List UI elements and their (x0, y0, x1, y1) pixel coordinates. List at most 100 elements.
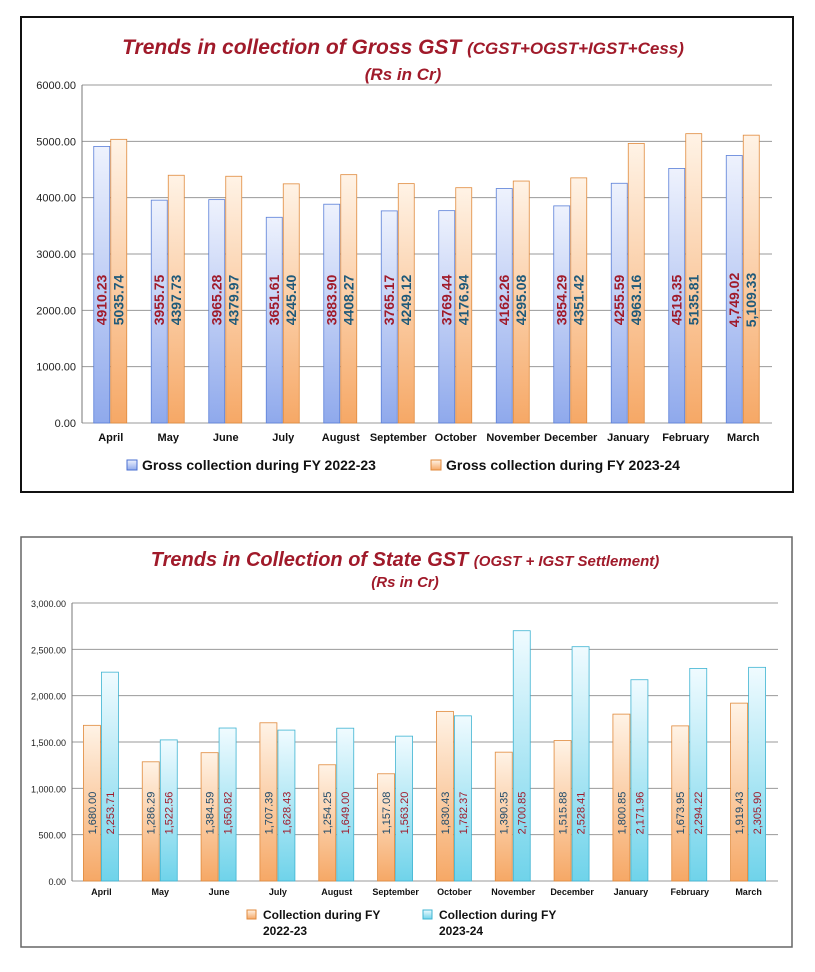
bar-series1 (83, 724, 101, 882)
y-tick-label: 2,000.00 (31, 692, 66, 702)
bar-series2 (110, 138, 128, 424)
data-label: 4162.26 (496, 274, 512, 325)
data-label: 1,254.25 (322, 792, 334, 835)
x-tick-label: July (269, 887, 287, 897)
data-label: 1,673.95 (675, 792, 687, 835)
data-label: 2,294.22 (693, 792, 705, 835)
x-tick-label: January (607, 432, 650, 444)
chart1-subtitle: (Rs in Cr) (365, 65, 442, 84)
x-tick-label: October (437, 887, 472, 897)
data-label: 1,782.37 (458, 792, 470, 835)
chart2-title: Trends in Collection of State GST (OGST … (151, 549, 659, 571)
data-label: 4379.97 (226, 274, 242, 325)
y-tick-label: 3,000.00 (31, 599, 66, 609)
bar-series1 (323, 203, 341, 424)
bar-series1 (259, 722, 278, 882)
bar-series2 (455, 187, 473, 424)
x-tick-label: February (670, 887, 709, 897)
data-label: 1,919.43 (734, 792, 746, 835)
data-label: 1,830.43 (440, 792, 452, 835)
bar-series1 (141, 761, 160, 882)
data-label: 1,563.20 (399, 792, 411, 835)
data-label: 2,171.96 (634, 792, 646, 835)
bar-series2 (685, 133, 703, 424)
x-tick-label: May (151, 887, 169, 897)
y-tick-label: 3000.00 (36, 249, 76, 261)
chart1-title: Trends in collection of Gross GST (CGST+… (122, 36, 684, 59)
bar-series2 (340, 174, 358, 424)
bar-series1 (200, 752, 219, 882)
data-label: 5135.81 (686, 274, 702, 325)
x-tick-label: January (614, 887, 649, 897)
bar-series1 (93, 145, 111, 424)
x-tick-label: April (91, 887, 112, 897)
x-tick-label: July (272, 432, 295, 444)
bar-series2 (277, 729, 296, 882)
bar-series2 (689, 668, 708, 882)
bar-series2 (627, 143, 645, 424)
y-tick-label: 1,000.00 (31, 784, 66, 794)
x-tick-label: April (98, 432, 123, 444)
bar-series2 (159, 739, 178, 882)
data-label: 4245.40 (283, 274, 299, 325)
bar-series1 (671, 725, 690, 882)
legend-label-2022-23-line2: 2022-23 (263, 924, 307, 938)
bar-series2 (512, 180, 530, 424)
data-label: 4176.94 (456, 274, 472, 325)
data-label: 2,253.71 (105, 792, 117, 835)
legend-swatch-2022-23 (246, 909, 257, 920)
data-label: 4963.16 (628, 274, 644, 325)
x-tick-label: December (550, 887, 594, 897)
data-label: 1,649.00 (340, 792, 352, 835)
data-label: 3765.17 (381, 274, 397, 325)
data-label: 4249.12 (398, 274, 414, 325)
bar-series1 (668, 168, 686, 424)
data-label: 3965.28 (209, 274, 225, 325)
bar-series2 (225, 175, 243, 424)
bar-series1 (436, 710, 454, 882)
y-tick-label: 5000.00 (36, 136, 76, 148)
data-label: 1,628.43 (281, 792, 293, 835)
data-label: 5035.74 (111, 274, 127, 325)
data-label: 4,749.02 (726, 273, 742, 328)
y-tick-label: 1,500.00 (31, 738, 66, 748)
data-label: 4255.59 (611, 274, 627, 325)
bar-series1 (553, 740, 572, 882)
x-tick-label: October (435, 432, 478, 444)
bar-series2 (395, 735, 413, 882)
bar-series2 (218, 727, 237, 882)
x-tick-label: August (321, 887, 352, 897)
data-label: 3854.29 (554, 274, 570, 325)
x-tick-label: September (370, 432, 428, 444)
x-tick-label: February (662, 432, 710, 444)
data-label: 4295.08 (513, 274, 529, 325)
legend-swatch-2023-24 (430, 459, 442, 471)
bar-series2 (282, 183, 300, 424)
bar-series1 (377, 773, 395, 882)
y-tick-label: 2000.00 (36, 305, 76, 317)
data-label: 1,650.82 (222, 792, 234, 835)
x-tick-label: May (158, 432, 180, 444)
bar-series1 (553, 205, 571, 424)
bar-series1 (208, 199, 226, 424)
legend-label-2022-23-line1: Collection during FY (263, 908, 380, 922)
bar-series2 (101, 671, 119, 882)
data-label: 2,528.41 (575, 792, 587, 835)
data-label: 4519.35 (669, 274, 685, 325)
x-tick-label: June (209, 887, 230, 897)
y-tick-label: 0.00 (55, 418, 76, 430)
data-label: 3651.61 (266, 274, 282, 325)
data-label: 1,384.59 (204, 792, 216, 835)
chart2-subtitle: (Rs in Cr) (371, 574, 439, 591)
data-label: 1,707.39 (263, 792, 275, 835)
data-label: 1,157.08 (381, 792, 393, 835)
bar-series1 (495, 188, 513, 424)
y-tick-label: 0.00 (48, 877, 66, 887)
chart1-legend: Gross collection during FY 2022-23 Gross… (126, 457, 680, 473)
legend-label-2023-24-line1: Collection during FY (439, 908, 556, 922)
legend-label-2023-24-line2: 2023-24 (439, 924, 483, 938)
x-tick-label: December (544, 432, 598, 444)
bar-series1 (265, 216, 283, 424)
data-label: 5,109.33 (743, 273, 759, 328)
